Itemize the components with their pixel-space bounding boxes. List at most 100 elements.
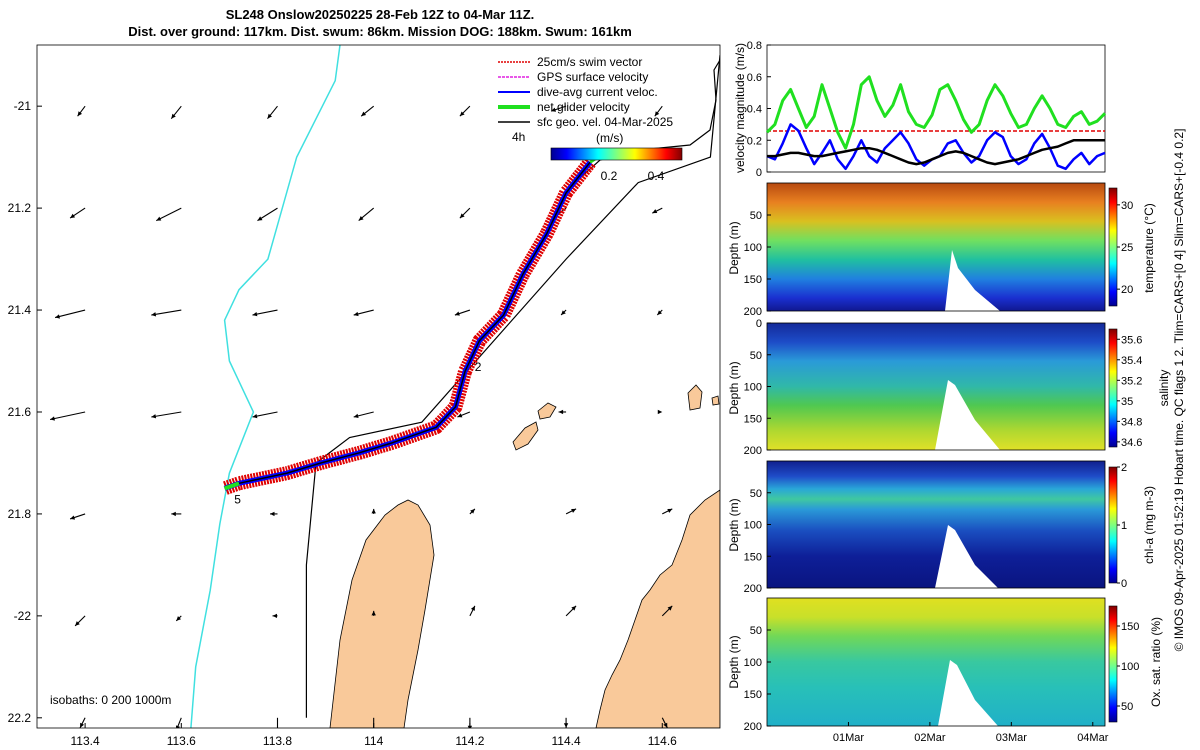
sfc-arrow (560, 309, 567, 316)
map-x-tick-label: 113.8 (263, 734, 292, 748)
cbar-tick-label: 150 (1121, 621, 1139, 633)
colorbar-tick-1: 0.4 (648, 169, 665, 183)
sfc-arrow (469, 508, 476, 515)
map-panel: 25 113.4 113.6 113.8 114 114.2 114.4 114.6 -21… (8, 44, 721, 748)
oxygen-cbar-ticks: 50 100 150 (1117, 621, 1139, 713)
time-tick-label: 02Mar (914, 732, 946, 744)
velocity-y-tick-label: 0.8 (747, 40, 762, 52)
sfc-arrow (151, 411, 182, 419)
cbar-tick-label: 35 (1121, 396, 1133, 408)
salinity-cbar-label: salinity (1157, 370, 1171, 407)
depth-tick-label: 50 (750, 488, 762, 500)
time-x-ticks: 01Mar 02Mar 03Mar 04Mar (833, 722, 1109, 744)
salinity-cbar-ticks: 34.6 34.8 35 35.2 35.4 35.6 (1117, 334, 1142, 449)
isobath-1000m (190, 45, 341, 728)
sfc-arrow (252, 309, 278, 317)
legend-sfc-label: sfc geo. vel. 04-Mar-2025 (537, 115, 673, 129)
sfc-arrow (661, 605, 673, 617)
cbar-tick-label: 25 (1121, 242, 1133, 254)
velocity-y-tick-label: 0.4 (747, 104, 762, 116)
cbar-tick-label: 34.8 (1121, 416, 1142, 428)
velocity-panel: 0 0.2 0.4 0.6 0.8 velocity magnitude (m/s) (733, 40, 1107, 179)
depth-tick-label: 200 (744, 583, 762, 595)
velocity-y-tick-label: 0.6 (747, 72, 762, 84)
map-legend: 25cm/s swim vector GPS surface velocity … (498, 55, 683, 183)
legend-dive-label: dive-avg current veloc. (537, 85, 658, 99)
depth-tick-label: 0 (756, 318, 762, 330)
oxygen-ylabel: Depth (m) (727, 635, 741, 688)
legend-net: net glider velocity (498, 100, 630, 114)
legend-gps: GPS surface velocity (498, 70, 648, 84)
temperature-colorbar (1108, 187, 1118, 307)
side-note: © IMOS 09-Apr-2025 01:52:19 Hobart time.… (1172, 129, 1186, 652)
legend-swim-label: 25cm/s swim vector (537, 55, 642, 69)
map-y-tick-label: -21 (14, 99, 32, 113)
depth-tick-label: 100 (744, 657, 762, 669)
sfc-arrow (662, 508, 673, 515)
cbar-tick-label: 0 (1121, 578, 1127, 590)
figure-title: SL248 Onslow20250225 28-Feb 12Z to 04-Ma… (0, 6, 760, 40)
cbar-tick-label: 2 (1121, 462, 1127, 474)
map-y-tick-label: 21.8 (8, 507, 32, 521)
sfc-arrow (360, 105, 375, 117)
sfc-arrow (269, 511, 278, 517)
island-1 (537, 402, 557, 420)
chl-section (767, 461, 1105, 588)
sfc-arrow (272, 613, 278, 619)
net-velocity-end (223, 481, 240, 491)
time-tick-label: 04Mar (1077, 732, 1109, 744)
velocity-y-tick-label: 0 (756, 167, 762, 179)
depth-tick-label: 200 (744, 721, 762, 733)
colorbar-unit-label: (m/s) (596, 131, 623, 145)
cbar-tick-label: 35.6 (1121, 334, 1142, 346)
depth-tick-label: 50 (750, 210, 762, 222)
speed-colorbar (550, 147, 683, 161)
depth-tick-label: 150 (744, 413, 762, 425)
time-tick-label: 03Mar (996, 732, 1028, 744)
salinity-ylabel: Depth (m) (727, 361, 741, 414)
cbar-tick-label: 50 (1121, 701, 1133, 713)
oxygen-colorbar (1108, 605, 1118, 723)
mainland-east (595, 489, 720, 728)
sfc-arrow (457, 411, 471, 418)
sfc-arrow (69, 513, 86, 520)
sfc-arrow (54, 309, 86, 319)
map-x-tick-label: 113.4 (71, 734, 100, 748)
sfc-arrow (454, 309, 471, 316)
temperature-cbar-ticks: 20 25 30 (1117, 200, 1133, 296)
map-y-ticks: -21 21.2 21.4 21.6 21.8 -22 22.2 (8, 99, 42, 725)
velocity-ylabel: velocity magnitude (m/s) (733, 43, 747, 173)
map-x-ticks: 113.4 113.6 113.8 114 114.2 114.4 114.6 (71, 723, 677, 748)
sfc-arrow (565, 508, 577, 515)
island-2 (512, 421, 539, 451)
chl-cbar-ticks: 0 1 2 (1117, 462, 1127, 590)
chl-gap (935, 525, 998, 588)
salinity-panel: 0 50 100 150 200 34.6 34.8 35 35.2 35.4 35.6 Dept… (727, 318, 1171, 457)
sfc-arrow (175, 615, 182, 622)
sfc-arrow (151, 309, 182, 317)
land-layer (329, 384, 720, 728)
sfc-arrow (657, 409, 663, 415)
sfc-arrow (353, 309, 374, 317)
cbar-tick-label: 35.2 (1121, 375, 1142, 387)
legend-net-label: net glider velocity (537, 100, 630, 114)
velocity-series (765, 75, 1107, 171)
chl-panel: 50 100 150 200 0 1 2 Depth (m) chl-a (mg m-3) (727, 460, 1156, 595)
colorbar-tick-0: 0.2 (601, 169, 618, 183)
velocity-frame (766, 44, 1106, 173)
day-markers: 25 (234, 360, 481, 507)
sfc-arrow (459, 105, 471, 117)
cbar-tick-label: 100 (1121, 661, 1139, 673)
legend-swim: 25cm/s swim vector (498, 55, 642, 69)
temperature-ylabel: Depth (m) (727, 221, 741, 274)
depth-tick-label: 150 (744, 551, 762, 563)
sfc-arrow (156, 207, 182, 222)
sfc-arrow (371, 610, 376, 616)
time-tick-label: 01Mar (833, 732, 865, 744)
sfc-velocity-arrows (49, 105, 673, 728)
map-y-tick-label: 21.6 (8, 405, 32, 419)
depth-tick-label: 100 (744, 242, 762, 254)
sfc-arrow (469, 605, 476, 617)
chl-cbar-label: chl-a (mg m-3) (1142, 486, 1156, 564)
sfc-arrow (49, 411, 86, 421)
